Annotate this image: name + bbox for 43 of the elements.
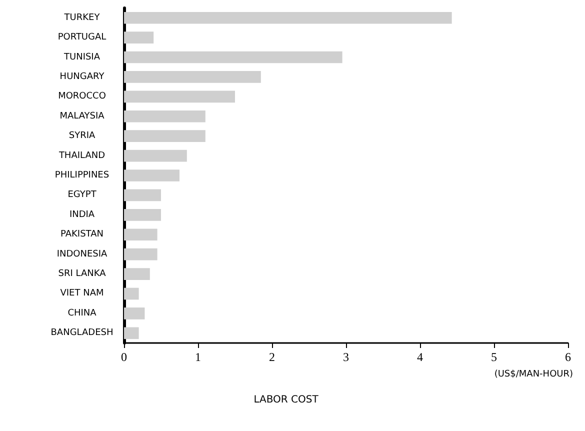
y-tick-label: TUNISIA [63,52,101,62]
y-tick-label: PAKISTAN [60,230,104,240]
y-tick-label: EGYPT [68,190,97,200]
y-tick-label: TURKEY [63,12,100,23]
y-tick-label: MALAYSIA [60,111,106,122]
y-tick-label: THAILAND [58,150,106,161]
bar [124,32,154,44]
y-tick-label: VIET NAM [60,288,104,299]
bar [124,248,158,260]
x-tick-label: 0 [121,350,127,364]
x-axis-title: LABOR COST [254,394,320,406]
bar [124,189,161,202]
y-tick-label: INDONESIA [56,249,108,260]
y-tick-label: CHINA [68,308,98,318]
y-tick-label: PHILIPPINES [54,170,110,180]
x-tick-label: 5 [491,350,497,364]
y-tick-label: HUNGARY [60,72,105,82]
x-tick-label: 4 [417,350,423,364]
y-tick-label: MOROCCO [58,92,106,102]
bar [124,71,261,83]
y-tick-label: BANGLADESH [50,328,114,338]
bar [124,209,161,221]
bar [124,268,150,280]
bar [124,150,187,162]
bar [124,12,452,24]
x-tick-label: 1 [195,350,201,364]
bar [124,308,145,320]
bar [124,288,139,300]
y-tick-label: INDIA [69,210,96,220]
bar [124,110,206,122]
x-tick-label: 6 [565,350,571,364]
x-tick-label: 2 [269,350,275,364]
bar [124,130,206,142]
bar [124,327,139,340]
bar [124,90,235,103]
x-tick-label: 3 [343,350,349,364]
bar [124,170,180,182]
text: (US$/MAN-HOUR) [494,370,574,380]
y-tick-label: SYRIA [68,131,96,142]
bar [124,228,158,241]
bar [124,51,342,64]
y-tick-label: PORTUGAL [58,32,106,43]
y-tick-label: SRI LANKA [58,269,107,280]
